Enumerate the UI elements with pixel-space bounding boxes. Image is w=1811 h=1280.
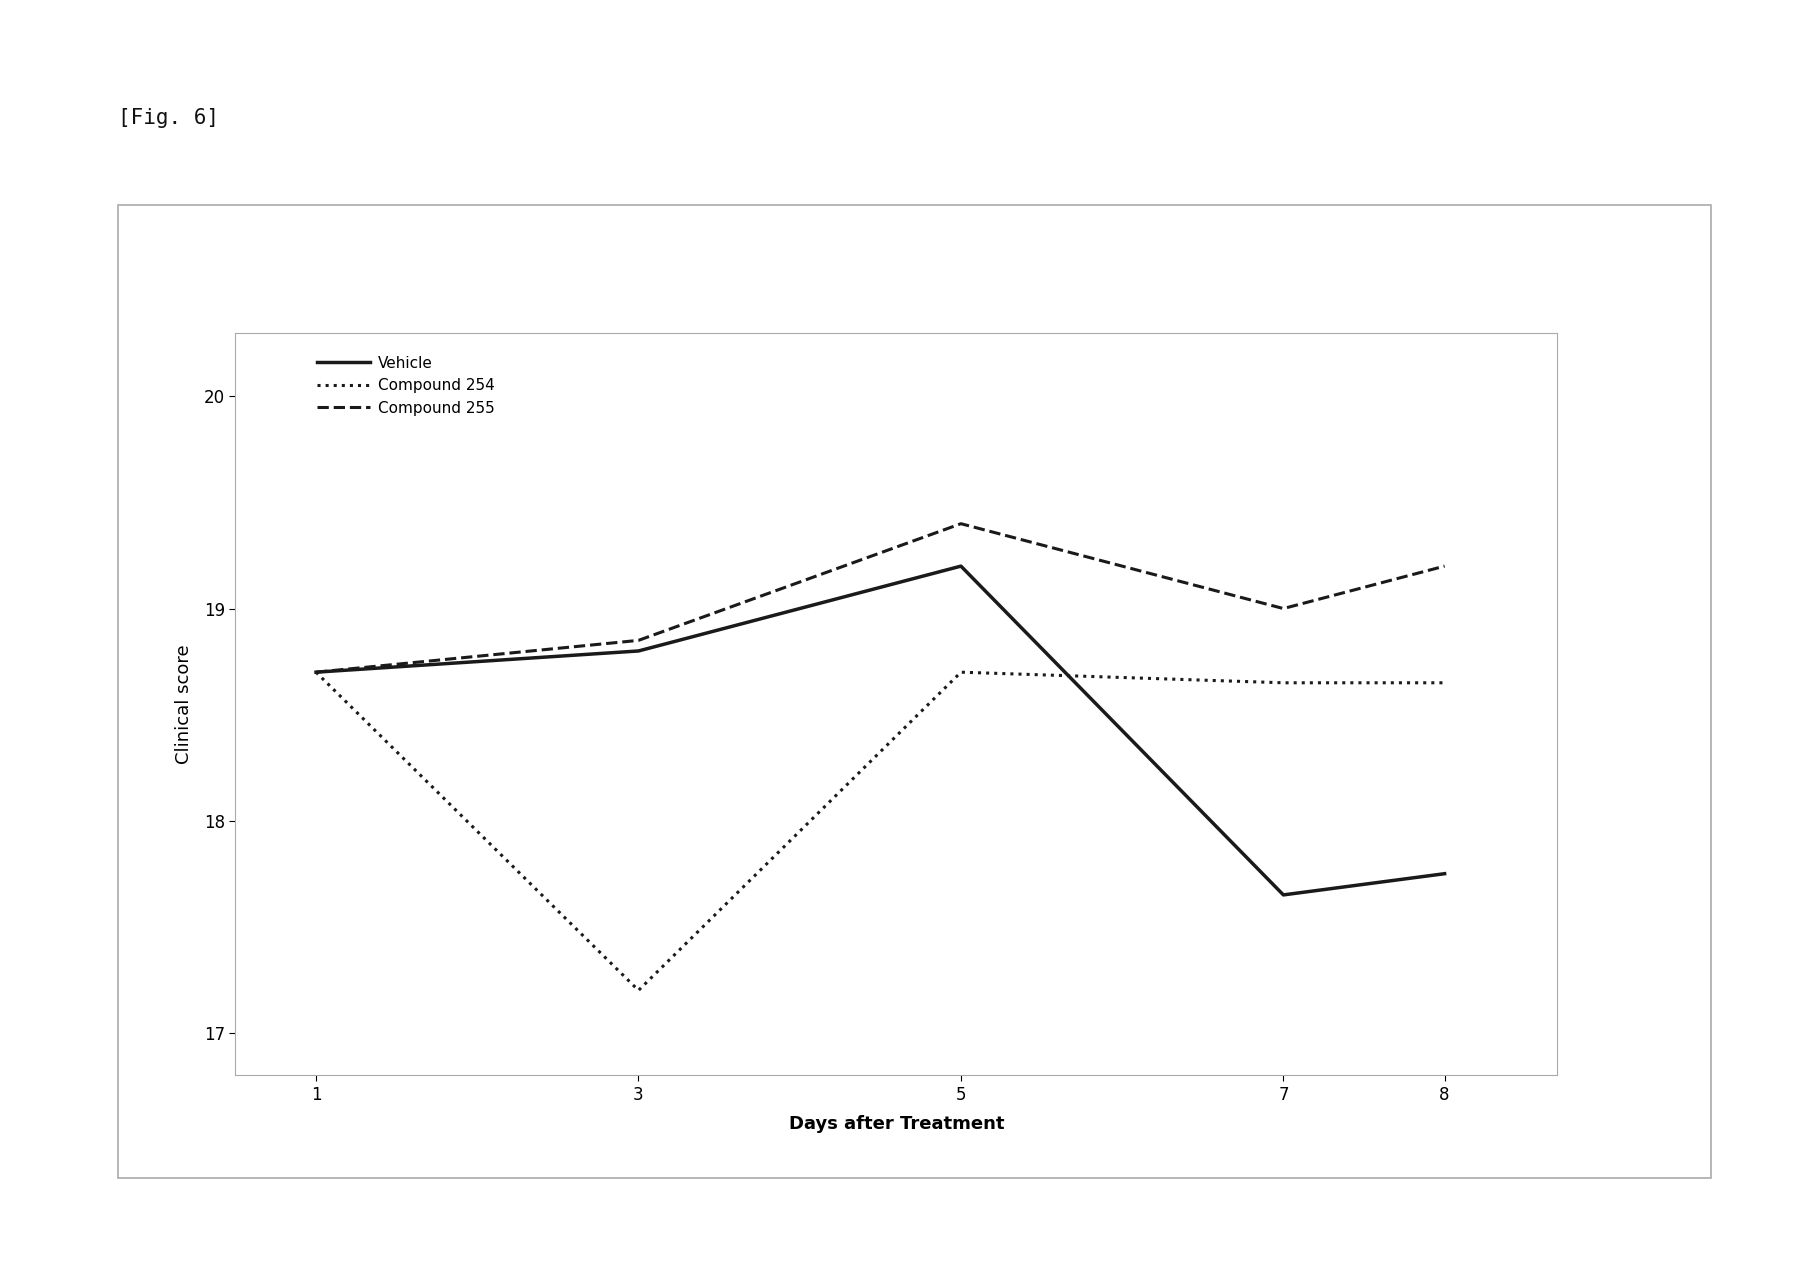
Vehicle — [306, 664, 328, 680]
Vehicle — [1273, 887, 1295, 902]
X-axis label: Days after Treatment: Days after Treatment — [790, 1115, 1003, 1133]
Compound 254 — [306, 664, 328, 680]
Compound 255 — [951, 516, 973, 531]
Vehicle — [1434, 867, 1456, 882]
Text: [Fig. 6]: [Fig. 6] — [118, 108, 219, 128]
Compound 255 — [1273, 600, 1295, 616]
Compound 255 — [306, 664, 328, 680]
Line: Compound 255: Compound 255 — [317, 524, 1445, 672]
Compound 255 — [1434, 558, 1456, 573]
Line: Vehicle: Vehicle — [317, 566, 1445, 895]
Line: Compound 254: Compound 254 — [317, 672, 1445, 991]
Legend: Vehicle, Compound 254, Compound 255: Vehicle, Compound 254, Compound 255 — [310, 348, 502, 424]
Compound 254 — [1273, 675, 1295, 690]
Compound 254 — [951, 664, 973, 680]
Compound 254 — [628, 983, 650, 998]
Vehicle — [628, 644, 650, 659]
Y-axis label: Clinical score: Clinical score — [176, 644, 192, 764]
Compound 255 — [628, 632, 650, 648]
Vehicle — [951, 558, 973, 573]
Compound 254 — [1434, 675, 1456, 690]
